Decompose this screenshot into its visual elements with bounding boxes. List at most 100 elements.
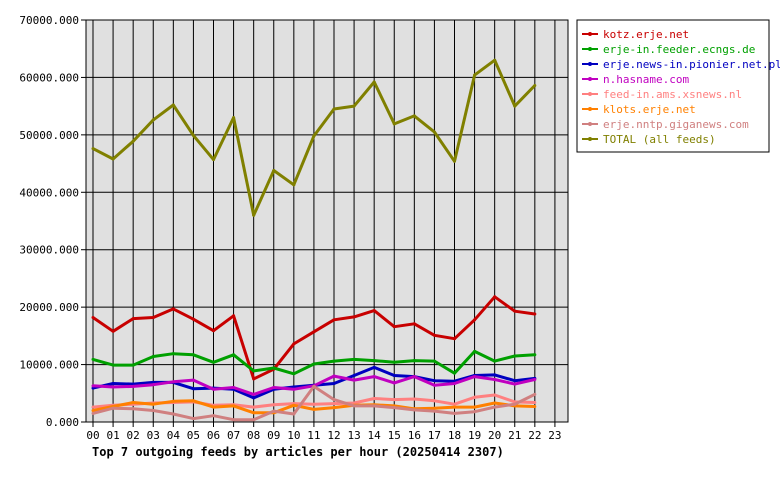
data-point <box>292 412 296 416</box>
data-point <box>292 387 296 391</box>
data-point <box>171 352 175 356</box>
data-point <box>352 104 356 108</box>
data-point <box>212 360 215 364</box>
x-axis-ticks: 00 01 02 03 04 05 06 07 08 09 10 11 12 13 14 15 16 17 18 19… <box>86 422 562 442</box>
data-point <box>232 116 236 120</box>
data-point <box>372 359 376 363</box>
data-point <box>392 360 396 364</box>
data-point <box>171 380 175 384</box>
data-point <box>372 309 376 313</box>
data-point <box>292 372 296 376</box>
data-point <box>412 397 416 401</box>
data-point <box>513 309 517 313</box>
data-point <box>131 363 135 367</box>
data-point <box>453 402 456 406</box>
data-point <box>232 314 236 318</box>
data-point <box>372 80 376 84</box>
y-tick-label: 0.000 <box>46 416 79 429</box>
x-tick-label: 05 <box>187 429 200 442</box>
data-point <box>151 402 155 406</box>
data-point <box>513 382 517 386</box>
data-point <box>151 355 155 359</box>
data-point <box>131 317 135 321</box>
data-point <box>412 114 416 118</box>
legend-marker <box>588 47 592 51</box>
data-point <box>372 365 376 369</box>
data-point <box>372 375 376 379</box>
data-point <box>151 118 155 122</box>
data-point <box>191 133 195 137</box>
data-point <box>292 403 296 407</box>
x-tick-label: 19 <box>468 429 481 442</box>
data-point <box>473 375 477 379</box>
data-point <box>91 409 95 413</box>
data-point <box>312 384 316 388</box>
data-point <box>91 405 95 409</box>
data-point <box>453 337 456 341</box>
data-point <box>91 386 95 390</box>
data-point <box>212 158 215 162</box>
data-point <box>392 381 396 385</box>
data-point <box>151 383 155 387</box>
data-point <box>533 378 537 382</box>
data-point <box>131 384 135 388</box>
data-point <box>212 405 215 409</box>
data-point <box>533 312 537 316</box>
legend-label: feed-in.ams.xsnews.nl <box>603 88 742 101</box>
data-point <box>171 103 175 107</box>
data-point <box>91 384 95 388</box>
data-point <box>332 382 336 386</box>
legend-label: n.hasname.com <box>603 73 689 86</box>
data-point <box>171 399 175 403</box>
data-point <box>533 83 537 87</box>
x-tick-label: 12 <box>327 429 340 442</box>
data-point <box>272 403 276 407</box>
data-point <box>493 405 497 409</box>
data-point <box>332 374 336 378</box>
legend-marker <box>588 32 592 36</box>
x-tick-label: 02 <box>127 429 140 442</box>
data-point <box>453 382 456 386</box>
legend-label: erje-in.feeder.ecngs.de <box>603 43 755 56</box>
data-point <box>473 349 477 353</box>
data-point <box>453 411 456 415</box>
data-point <box>352 373 356 377</box>
legend-marker <box>588 77 592 81</box>
data-point <box>212 414 215 418</box>
y-tick-label: 50000.000 <box>19 129 79 142</box>
data-point <box>513 354 517 358</box>
data-point <box>232 386 236 390</box>
data-point <box>292 183 296 187</box>
data-point <box>252 411 256 415</box>
data-point <box>131 407 135 411</box>
x-tick-label: 22 <box>528 429 541 442</box>
data-point <box>191 417 195 421</box>
x-tick-label: 14 <box>368 429 382 442</box>
legend-box <box>576 19 770 153</box>
data-point <box>432 399 436 403</box>
data-point <box>432 383 436 387</box>
data-point <box>392 122 396 126</box>
data-point <box>191 353 195 357</box>
data-point <box>111 363 115 367</box>
data-point <box>473 73 477 77</box>
data-point <box>312 330 316 334</box>
x-tick-label: 07 <box>227 429 240 442</box>
x-tick-label: 10 <box>287 429 300 442</box>
x-tick-label: 11 <box>307 429 320 442</box>
data-point <box>292 342 296 346</box>
data-point <box>432 409 436 413</box>
plot-frame <box>85 19 569 423</box>
data-point <box>91 147 95 151</box>
y-axis-ticks: 0.000 10000.000 20000.000 30000.000 40000.00… <box>19 14 86 429</box>
data-point <box>312 134 316 138</box>
data-point <box>312 402 316 406</box>
legend-marker <box>588 137 592 141</box>
data-point <box>513 104 517 108</box>
data-point <box>352 404 356 408</box>
data-point <box>432 333 436 337</box>
data-point <box>473 405 477 409</box>
data-point <box>432 359 436 363</box>
